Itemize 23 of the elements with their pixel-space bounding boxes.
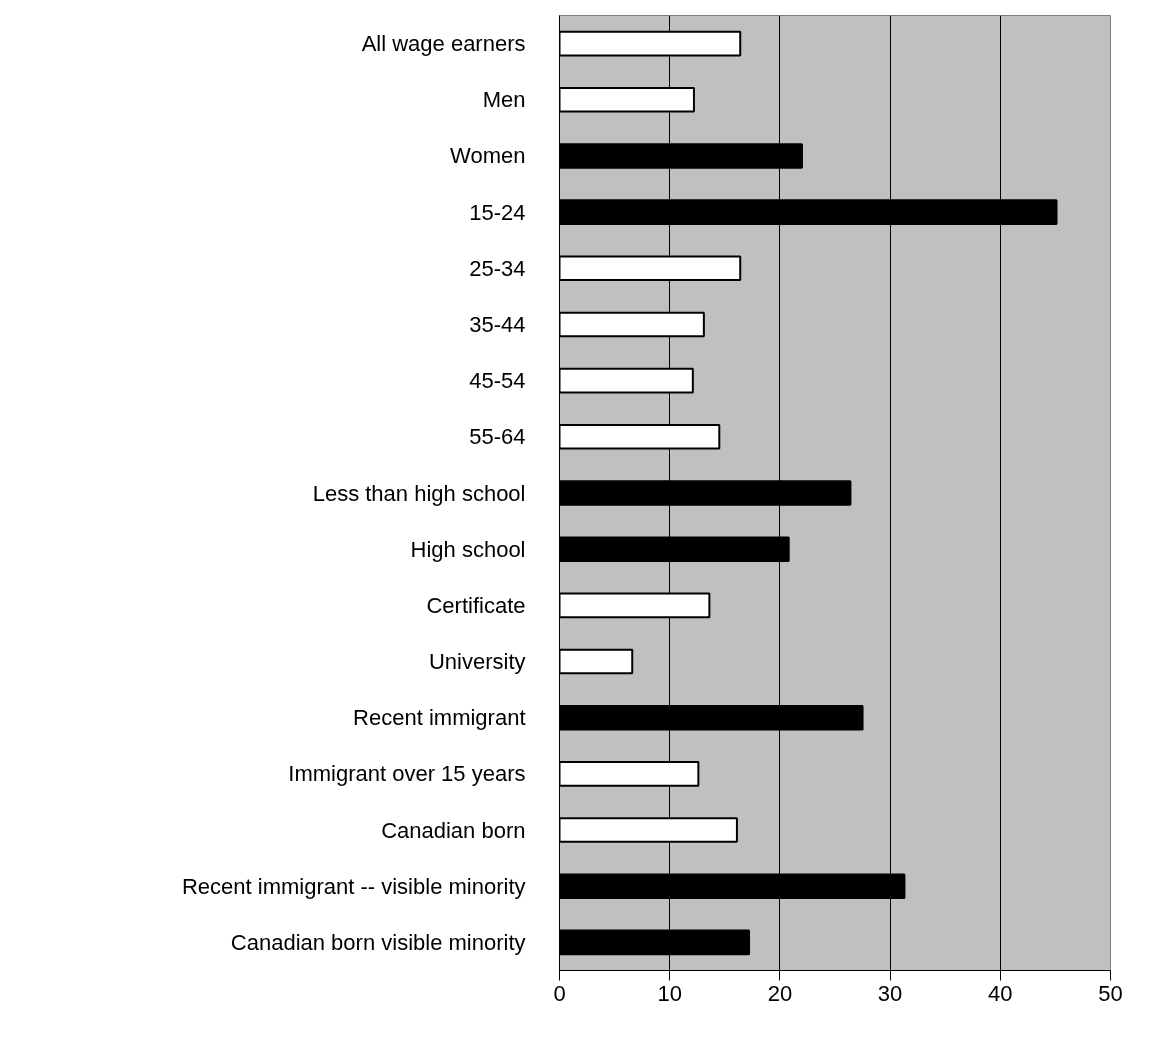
y-tick-label: Canadian born visible minority: [230, 929, 526, 955]
x-tick-label: 30: [877, 980, 903, 1006]
y-tick-label: 15-24: [469, 199, 526, 225]
y-tick-label: All wage earners: [361, 31, 526, 57]
y-tick-label: University: [428, 649, 526, 675]
y-tick-label: 55-64: [469, 424, 526, 450]
y-tick-label: High school: [410, 536, 526, 562]
y-tick-label: Recent immigrant -- visible minority: [181, 873, 526, 899]
y-tick-label: Less than high school: [312, 480, 526, 506]
y-tick-label: Men: [482, 87, 526, 113]
y-tick-label: 45-54: [469, 368, 526, 394]
y-tick-label: Immigrant over 15 years: [288, 761, 526, 787]
y-tick-label: Women: [450, 143, 526, 169]
y-tick-label: 35-44: [469, 311, 526, 337]
x-tick-label: 40: [988, 980, 1013, 1006]
x-tick-label: 0: [553, 980, 566, 1006]
x-tick-label: 20: [767, 980, 793, 1006]
y-tick-label: Recent immigrant: [353, 705, 526, 731]
x-tick-label: 50: [1098, 980, 1123, 1006]
y-tick-label: 25-34: [469, 255, 526, 281]
y-tick-label: Canadian born: [381, 817, 526, 843]
x-tick-label: 10: [657, 980, 682, 1006]
y-tick-label: Certificate: [426, 592, 526, 618]
